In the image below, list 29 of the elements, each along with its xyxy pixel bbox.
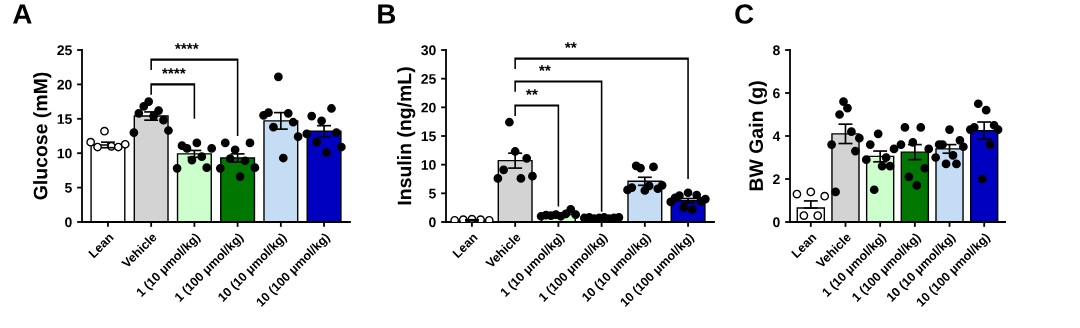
y-tick-label: 4 [772,131,781,142]
y-tick-label: 5 [428,188,436,199]
y-tick-label: 0 [65,217,72,228]
text: **** [174,43,199,50]
y-tick-label: 0 [773,217,780,228]
y-tick-label: 10 [421,160,436,170]
y-tick-label: 2 [773,174,780,185]
y-tick-label: 0 [429,217,436,228]
y-tick-label: 20 [421,102,436,113]
y-axis-title: Insulin (ng/mL) [397,67,416,205]
chart-title: A [13,4,32,24]
y-axis-title: BW Gain (g) [748,81,767,191]
text: ** [564,42,577,49]
y-tick-label: 6 [773,88,780,99]
chart-title: B [378,4,396,24]
y-tick-label: 10 [57,148,72,159]
y-tick-label: 8 [772,45,780,56]
y-tick-label: 25 [421,74,436,84]
y-tick-label: 25 [57,45,72,56]
annotation: **** [162,68,186,74]
annotation: ** [526,89,538,95]
chart-title: C [735,4,754,24]
y-tick-label: 20 [57,79,72,90]
y-tick-label: 30 [421,45,436,56]
y-tick-label: 15 [57,114,72,124]
y-tick-label: 5 [64,183,72,193]
y-axis-title: Glucose (mM) [33,72,52,200]
annotation: ** [538,65,551,71]
y-tick-label: 15 [421,131,436,142]
